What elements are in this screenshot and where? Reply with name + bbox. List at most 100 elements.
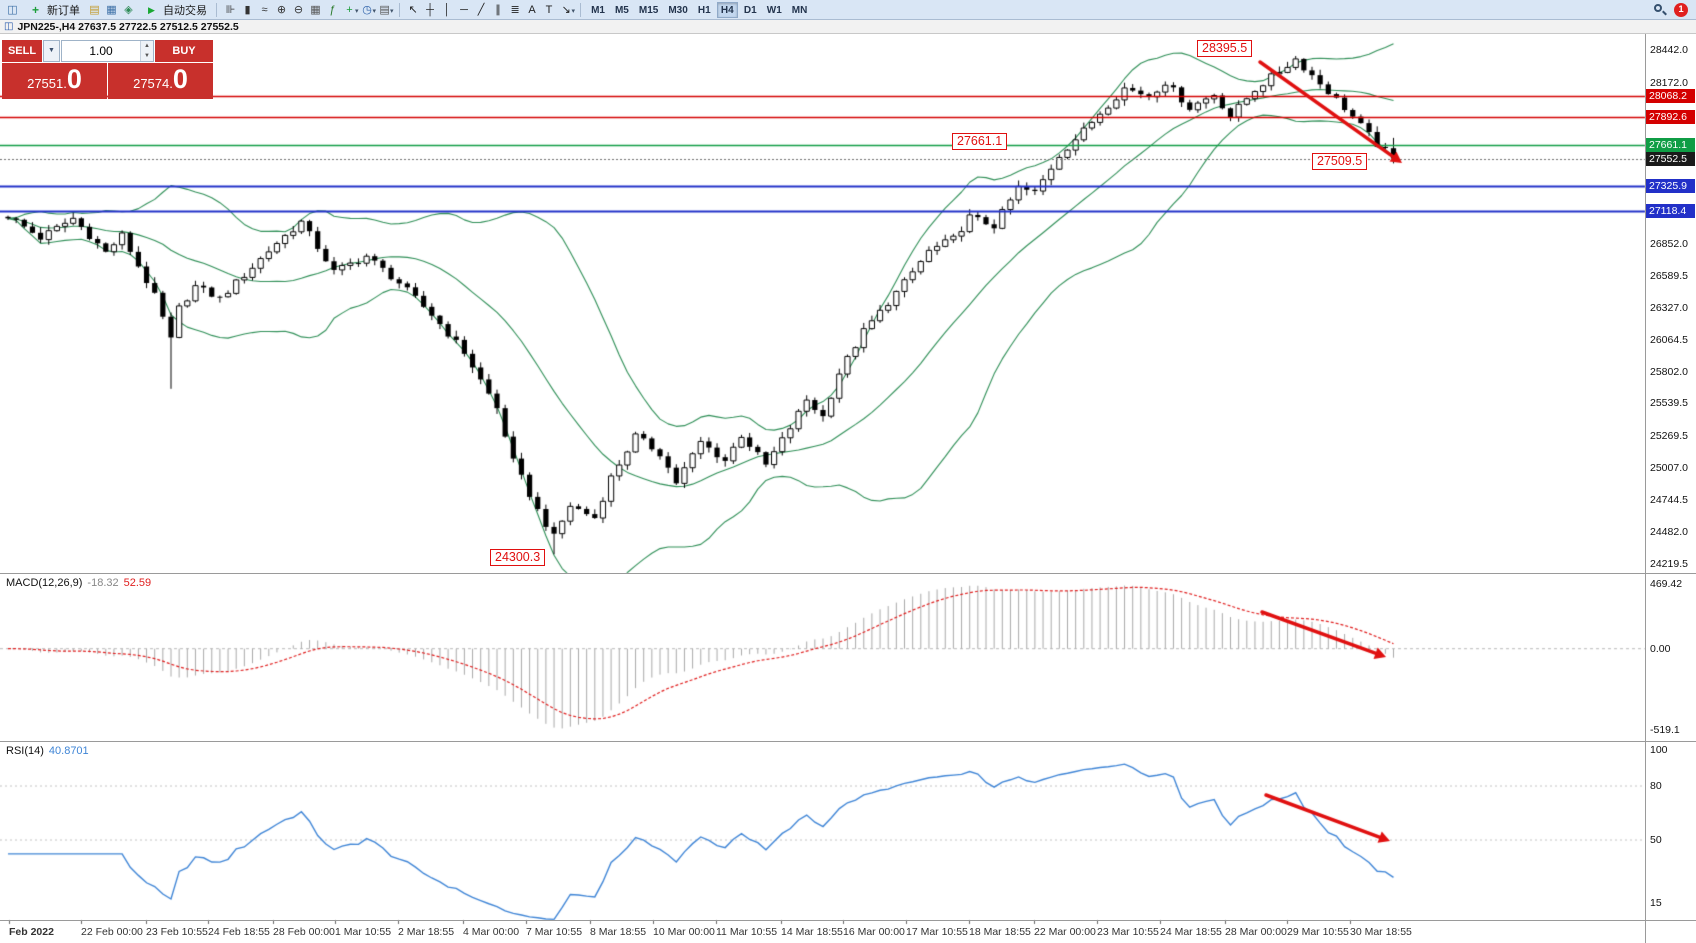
volume-up-button[interactable]: ▲ <box>140 41 153 51</box>
candlestick-chart-icon[interactable]: ▮ <box>244 3 251 16</box>
timeframes-icon-caret[interactable]: ▾ <box>372 7 377 15</box>
data-window-icon[interactable]: ▦ <box>106 3 117 16</box>
timeframe-m15[interactable]: M15 <box>638 4 659 16</box>
timeframe-m30[interactable]: M30 <box>668 4 688 16</box>
volume-input[interactable] <box>62 41 140 61</box>
price-axis-label: 26589.5 <box>1650 269 1688 282</box>
price-axis-label: 26327.0 <box>1650 301 1688 314</box>
rsi-axis-label: 100 <box>1650 744 1668 756</box>
price-axis-label: 25269.5 <box>1650 430 1688 443</box>
toolbar-drawing-icons: ↖ ┼ │ ─ ╱ ∥ ≣ A T ↘▾ <box>405 2 576 18</box>
timeframe-mn[interactable]: MN <box>791 4 808 16</box>
search-icon-handle <box>1662 10 1667 15</box>
navigator-icon[interactable]: ◈ <box>124 3 133 16</box>
horizontal-line-icon[interactable]: ─ <box>460 3 468 16</box>
timeframe-buttons: M1 M5 M15 M30 H1 H4 D1 W1 MN <box>586 1 812 18</box>
toolbar-mid-icons: ▤ ▦ ◈ <box>86 2 137 18</box>
rsi-name: RSI(14) <box>6 745 44 757</box>
macd-panel-divider[interactable] <box>0 573 1696 574</box>
macd-signal-value: 52.59 <box>123 577 152 589</box>
timeframes-icon[interactable]: ◷ <box>362 3 372 16</box>
bar-chart-icon[interactable]: ⊪ <box>225 3 236 16</box>
time-axis-divider <box>0 920 1696 921</box>
toolbar-left-icons: ◫ <box>4 2 21 18</box>
time-axis-label: 8 Mar 18:55 <box>590 926 647 938</box>
market-watch-icon[interactable]: ▤ <box>89 3 100 16</box>
autotrading-button[interactable]: ▶ 自动交易 <box>139 1 211 18</box>
rsi-axis-label: 80 <box>1650 780 1662 792</box>
buy-button[interactable]: BUY <box>155 40 213 62</box>
rsi-panel-divider[interactable] <box>0 741 1696 742</box>
timeframe-m5[interactable]: M5 <box>614 4 629 16</box>
indicators-icon[interactable]: ƒ <box>329 3 336 16</box>
time-axis-label: 24 Mar 18:55 <box>1160 926 1222 938</box>
arrows-menu-icon-caret[interactable]: ▾ <box>571 7 576 15</box>
price-level-tag: 27118.4 <box>1646 204 1695 219</box>
sell-button[interactable]: SELL <box>2 40 42 62</box>
crosshair-icon[interactable]: ┼ <box>426 3 434 16</box>
search-icon[interactable] <box>1653 3 1667 17</box>
timeframe-d1[interactable]: D1 <box>743 4 757 16</box>
line-chart-icon[interactable]: ≈ <box>261 3 268 16</box>
templates-icon-caret[interactable]: ▾ <box>390 7 394 15</box>
timeframe-h4[interactable]: H4 <box>716 1 738 18</box>
chart-window-icon[interactable]: ◫ <box>7 3 18 16</box>
time-axis-label: 17 Mar 10:55 <box>906 926 968 938</box>
toolbar-separator <box>580 2 582 17</box>
price-callout[interactable]: 24300.3 <box>490 549 546 566</box>
price-axis-label: 24219.5 <box>1650 558 1688 571</box>
vertical-line-icon[interactable]: │ <box>443 3 451 16</box>
rsi-value: 40.8701 <box>48 745 89 757</box>
sell-price: 27551. <box>27 76 67 91</box>
time-axis-label: 2 Mar 18:55 <box>398 926 455 938</box>
add-indicator-icon-caret[interactable]: ▾ <box>355 7 359 15</box>
fibonacci-icon[interactable]: ≣ <box>510 3 520 16</box>
channel-icon[interactable]: ∥ <box>495 3 501 16</box>
add-indicator-icon[interactable]: + <box>346 3 353 16</box>
price-axis-label: 26064.5 <box>1650 333 1688 346</box>
price-callout[interactable]: 27509.5 <box>1312 153 1368 170</box>
price-callout[interactable]: 28395.5 <box>1197 40 1253 57</box>
chart-title-bar: ◫ JPN225-,H4 27637.5 27722.5 27512.5 275… <box>0 20 1696 34</box>
cursor-icon[interactable]: ↖ <box>408 3 418 16</box>
toolbar-separator <box>398 2 400 17</box>
timeframe-w1[interactable]: W1 <box>766 4 782 16</box>
timeframe-h1[interactable]: H1 <box>697 4 711 16</box>
price-callout[interactable]: 27661.1 <box>952 133 1008 150</box>
buy-price-button[interactable]: 27574. 0 <box>108 63 213 99</box>
macd-axis-label: 469.42 <box>1650 578 1683 590</box>
rsi-indicator-label: RSI(14) 40.8701 <box>6 745 89 757</box>
notification-badge[interactable]: 1 <box>1674 2 1688 17</box>
new-order-label: 新订单 <box>47 4 80 17</box>
price-level-tag: 27325.9 <box>1646 179 1695 194</box>
text-icon[interactable]: A <box>528 3 536 16</box>
price-level-tag: 27892.6 <box>1646 110 1695 125</box>
trendline-icon[interactable]: ╱ <box>477 3 485 16</box>
sell-price-button[interactable]: 27551. 0 <box>2 63 107 99</box>
timeframe-m1[interactable]: M1 <box>591 4 605 16</box>
rsi-axis-label: 15 <box>1650 897 1662 909</box>
time-axis-label: 28 Feb 00:00 <box>273 926 335 938</box>
rsi-axis-label: 50 <box>1650 834 1662 846</box>
zoom-in-icon[interactable]: ⊕ <box>276 3 287 16</box>
tile-windows-icon[interactable]: ▦ <box>310 3 321 16</box>
order-type-dropdown[interactable]: ▼ <box>43 40 60 62</box>
time-axis-label: 28 Mar 00:00 <box>1225 926 1287 938</box>
volume-down-button[interactable]: ▼ <box>140 51 153 61</box>
zoom-out-icon[interactable]: ⊖ <box>293 3 304 16</box>
autotrading-label: 自动交易 <box>163 4 207 17</box>
templates-icon[interactable]: ▤ <box>379 3 390 16</box>
arrows-menu-icon[interactable]: ↘ <box>561 3 571 16</box>
one-click-trading-panel: SELL ▼ ▲ ▼ BUY 27551.0 27574.0 <box>2 40 213 99</box>
macd-indicator-label: MACD(12,26,9) -18.32 52.59 <box>6 577 151 589</box>
sell-price-big-digit: 0 <box>66 64 82 94</box>
time-axis-label: 29 Mar 10:55 <box>1287 926 1349 938</box>
label-icon[interactable]: T <box>545 3 553 16</box>
macd-axis-label: -519.1 <box>1650 724 1680 736</box>
time-axis-label: 30 Mar 18:55 <box>1350 926 1412 938</box>
price-axis-label: 25007.0 <box>1650 462 1688 475</box>
chart-title-icon: ◫ <box>4 21 14 32</box>
macd-main-value: -18.32 <box>87 577 119 589</box>
new-order-button[interactable]: + 新订单 <box>23 1 84 18</box>
